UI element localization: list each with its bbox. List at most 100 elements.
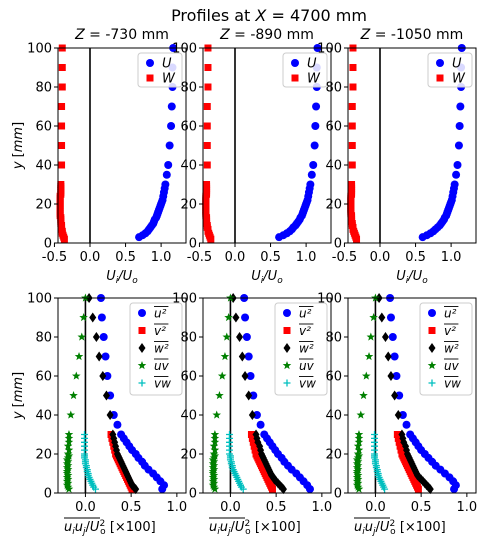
subplot-6: 0 20 40 60 80 100 0.0 0.5 1.0 uiuj/U2 o [×100] u² v²… xyxy=(317,292,477,538)
legend-box xyxy=(274,302,328,396)
x-tick-label: 1.0 xyxy=(441,250,462,265)
x-axis-label: uiuj/U2 o [×100] xyxy=(354,519,446,537)
W-point-34 xyxy=(349,64,357,71)
x-axis-label: Ui/Uo xyxy=(251,269,283,286)
legend-marker-vw xyxy=(428,379,436,387)
ww-point-28 xyxy=(236,332,244,342)
uu-point-15 xyxy=(256,420,265,429)
x-tick-label: 0.0 xyxy=(80,250,101,265)
data-points xyxy=(62,293,169,495)
vv-point-19 xyxy=(397,446,405,454)
x-tick-label: 0.5 xyxy=(115,250,136,265)
W-point-31 xyxy=(203,122,211,130)
uv-point-20 xyxy=(353,441,363,450)
uu-point-18 xyxy=(103,372,112,380)
W-point-29 xyxy=(58,161,66,169)
uu-point-17 xyxy=(395,391,404,400)
ww-point-26 xyxy=(387,371,395,381)
subplot-title: Z = -730 mm xyxy=(74,27,169,43)
y-tick-label: 100 xyxy=(27,292,52,307)
uv-point-24 xyxy=(66,410,76,419)
x-tick-label: 0.5 xyxy=(266,500,287,515)
y-tick-label: 40 xyxy=(325,159,342,174)
legend-label-U: U xyxy=(452,57,462,72)
legend-box xyxy=(129,302,183,396)
ww-point-27 xyxy=(238,351,246,362)
y-tick-label: 80 xyxy=(325,81,342,96)
U-point-23 xyxy=(306,180,315,189)
y-tick-label: 40 xyxy=(35,159,52,174)
legend-box xyxy=(282,52,328,88)
U-point-27 xyxy=(311,122,320,130)
y-tick-label: 60 xyxy=(35,120,52,135)
U-point-26 xyxy=(310,141,319,150)
uu-point-17 xyxy=(249,391,258,400)
data-points xyxy=(208,293,314,495)
uv-point-27 xyxy=(364,352,374,361)
vw-point-23 xyxy=(81,431,89,438)
x-tick-label: 1.0 xyxy=(151,250,172,265)
figure-title: Profiles at X = 4700 mm xyxy=(171,6,367,25)
y-tick-label: 80 xyxy=(35,81,52,96)
uu-point-20 xyxy=(388,333,397,341)
x-axis-label: Ui/Uo xyxy=(106,269,138,286)
ww-point-29 xyxy=(378,312,386,323)
legend: u² v² w² uv vw xyxy=(274,302,328,396)
y-tick-label: 20 xyxy=(35,198,52,213)
legend: UW xyxy=(427,52,473,88)
legend-marker-U xyxy=(436,59,444,67)
x-tick-label: 0.5 xyxy=(121,500,142,515)
legend-marker-ww xyxy=(138,343,146,353)
uu-point-14 xyxy=(117,430,126,439)
legend-label-vv: v² xyxy=(444,324,456,338)
ww-point-25 xyxy=(102,390,110,401)
legend-marker-vw xyxy=(138,379,146,387)
y-tick-label: 40 xyxy=(180,409,197,424)
ww-point-27 xyxy=(384,351,392,362)
legend-marker-ww xyxy=(283,343,291,353)
vv-point-22 xyxy=(394,434,402,442)
x-axis-label: uiuj/U2 o [×100] xyxy=(209,519,301,537)
y-tick-label: 40 xyxy=(325,409,342,424)
uu-point-14 xyxy=(260,430,269,439)
uu-point-21 xyxy=(97,313,106,322)
W-point-28 xyxy=(57,181,65,188)
x-tick-label: -0.5 xyxy=(42,250,67,265)
legend-label-ww: w² xyxy=(299,342,314,356)
legend-label-U: U xyxy=(307,57,317,72)
U-point-24 xyxy=(452,170,461,179)
uu-point-16 xyxy=(252,411,261,419)
vw-point-23 xyxy=(371,431,379,438)
legend-label-uu: u² xyxy=(154,307,167,321)
uu-point-20 xyxy=(242,333,251,341)
uv-point-27 xyxy=(74,352,84,361)
legend-label-W: W xyxy=(162,72,176,87)
legend-label-W: W xyxy=(452,72,466,87)
uv-point-21 xyxy=(354,437,364,446)
ww-point-27 xyxy=(95,351,103,362)
subplot-3: 0 20 40 60 80 100 -0.5 0.0 0.5 1.0 Z = -1050 mm Ui/… xyxy=(317,27,477,286)
legend-label-uu: u² xyxy=(444,307,457,321)
x-tick-label: 1.0 xyxy=(167,500,188,515)
legend-label-vw: vw xyxy=(299,377,316,391)
W-point-30 xyxy=(58,142,66,149)
W-point-33 xyxy=(349,83,357,91)
data-points xyxy=(56,44,178,243)
legend: UW xyxy=(282,52,328,88)
ww-point-25 xyxy=(245,390,253,401)
y-tick-label: 100 xyxy=(172,292,197,307)
U-point-25 xyxy=(309,161,318,169)
axes-frame xyxy=(57,297,187,494)
ww-point-23 xyxy=(109,429,117,440)
y-tick-label: 100 xyxy=(27,42,52,57)
legend-marker-uu xyxy=(138,309,146,317)
U-point-26 xyxy=(454,141,463,150)
U-point-25 xyxy=(453,161,462,169)
y-tick-label: 60 xyxy=(35,370,52,385)
legend-label-vv: v² xyxy=(299,324,311,338)
uu-point-19 xyxy=(101,352,110,361)
legend-marker-U xyxy=(146,59,154,67)
W-point-32 xyxy=(58,103,66,110)
x-tick-label: 1.0 xyxy=(296,250,317,265)
